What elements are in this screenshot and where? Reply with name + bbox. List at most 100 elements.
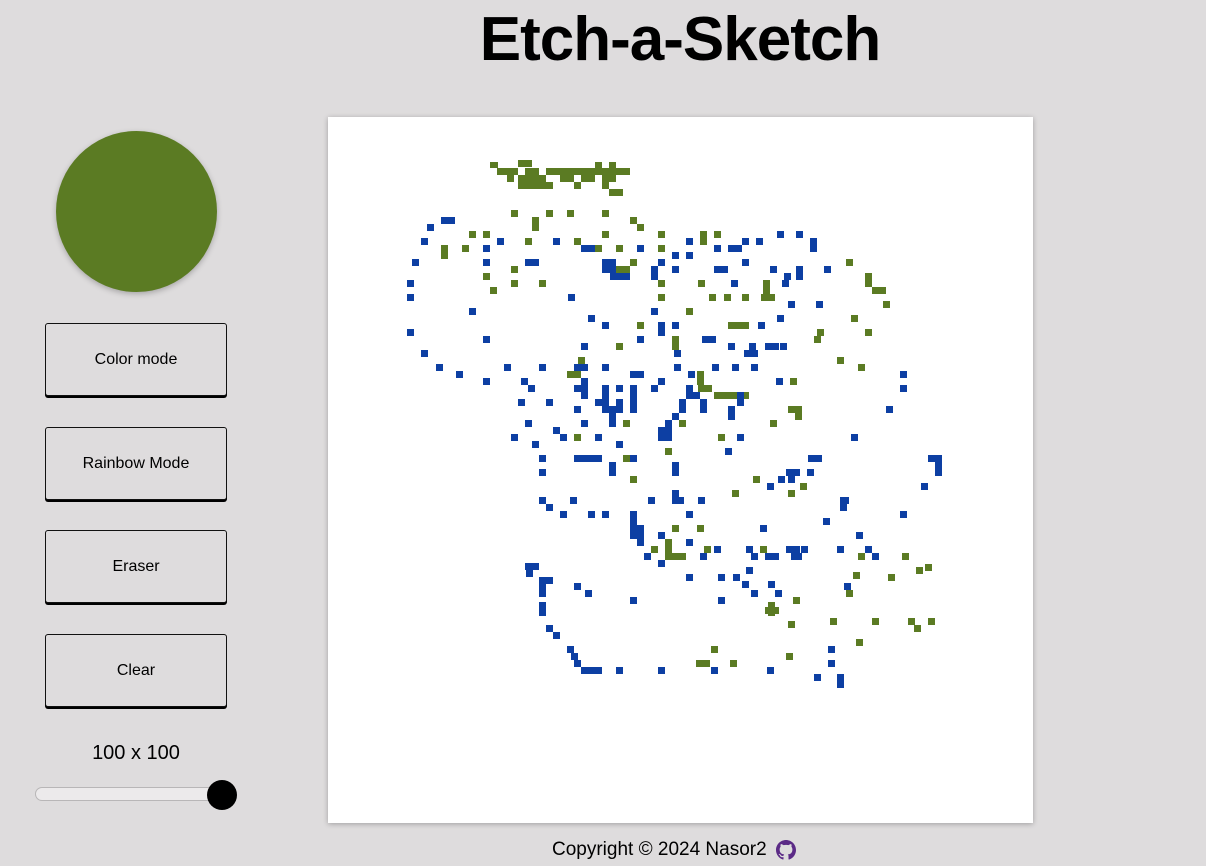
sketch-pixel bbox=[483, 245, 490, 252]
sketch-pixel bbox=[574, 455, 602, 462]
sketch-pixel bbox=[728, 245, 742, 252]
sketch-pixel bbox=[856, 639, 863, 646]
sketch-pixel bbox=[581, 245, 588, 252]
sketch-pixel bbox=[567, 646, 574, 653]
sketch-pixel bbox=[865, 273, 872, 287]
sketch-pixel bbox=[824, 266, 831, 273]
sketch-pixel bbox=[795, 553, 802, 560]
sketch-pixel bbox=[483, 231, 490, 238]
color-picker-swatch[interactable] bbox=[56, 131, 217, 292]
grid-size-label: 100 x 100 bbox=[92, 742, 180, 764]
sketch-pixel bbox=[521, 378, 528, 385]
github-icon[interactable] bbox=[775, 840, 796, 860]
sketch-pixel bbox=[602, 210, 609, 217]
sketch-pixel bbox=[421, 350, 428, 357]
sketch-pixel bbox=[888, 574, 895, 581]
sketch-pixel bbox=[581, 420, 588, 427]
sketch-pixel bbox=[872, 287, 886, 294]
sketch-pixel bbox=[623, 420, 630, 427]
sketch-pixel bbox=[808, 455, 822, 462]
sketch-pixel bbox=[630, 217, 637, 224]
sketch-pixel bbox=[786, 653, 793, 660]
sketch-pixel bbox=[441, 245, 448, 259]
sketch-pixel bbox=[581, 175, 595, 182]
sketch-pixel bbox=[637, 224, 644, 231]
sketch-pixel bbox=[837, 357, 844, 364]
sketch-pixel bbox=[814, 674, 821, 681]
sketch-pixel bbox=[844, 583, 851, 590]
sketch-pixel bbox=[595, 434, 602, 441]
sketch-pixel bbox=[796, 231, 803, 238]
sketch-pixel bbox=[651, 385, 658, 392]
sketch-pixel bbox=[546, 504, 553, 511]
sketch-pixel bbox=[686, 308, 693, 315]
sketch-canvas[interactable] bbox=[328, 117, 1033, 823]
sketch-pixel bbox=[730, 660, 737, 667]
sketch-pixel bbox=[602, 385, 609, 399]
rainbow-mode-button[interactable]: Rainbow Mode bbox=[45, 427, 227, 500]
sketch-pixel bbox=[665, 448, 672, 455]
sketch-pixel bbox=[651, 308, 658, 315]
sketch-pixel bbox=[698, 385, 712, 392]
sketch-pixel bbox=[928, 618, 935, 625]
sketch-pixel bbox=[616, 273, 630, 280]
sketch-pixel bbox=[688, 371, 695, 378]
sketch-pixel bbox=[807, 469, 814, 476]
sketch-pixel bbox=[651, 546, 658, 553]
sketch-pixel bbox=[511, 280, 518, 287]
sketch-pixel bbox=[776, 378, 783, 385]
sketch-pixel bbox=[441, 217, 455, 224]
sketch-pixel bbox=[828, 646, 835, 653]
sketch-pixel bbox=[610, 273, 617, 280]
sketch-pixel bbox=[900, 511, 907, 518]
sketch-pixel bbox=[767, 483, 774, 490]
sketch-pixel bbox=[560, 434, 567, 441]
sketch-pixel bbox=[511, 434, 518, 441]
sketch-pixel bbox=[532, 441, 539, 448]
sketch-pixel bbox=[714, 231, 721, 238]
sketch-pixel bbox=[490, 287, 497, 294]
eraser-button[interactable]: Eraser bbox=[45, 530, 227, 603]
sketch-pixel bbox=[616, 667, 623, 674]
grid-size-slider[interactable] bbox=[35, 787, 235, 801]
sketch-pixel bbox=[698, 497, 705, 504]
sketch-pixel bbox=[658, 560, 665, 567]
sketch-pixel bbox=[900, 385, 907, 392]
sketch-pixel bbox=[672, 553, 679, 560]
sketch-pixel bbox=[630, 385, 637, 399]
color-mode-button[interactable]: Color mode bbox=[45, 323, 227, 396]
sketch-pixel bbox=[588, 511, 595, 518]
sketch-pixel bbox=[585, 590, 592, 597]
sketch-pixel bbox=[686, 574, 693, 581]
grid-size-slider-thumb[interactable] bbox=[207, 780, 237, 810]
sketch-pixel bbox=[737, 392, 744, 406]
sketch-pixel bbox=[616, 441, 623, 448]
sketch-pixel bbox=[858, 553, 865, 560]
sketch-pixel bbox=[686, 392, 693, 399]
sketch-pixel bbox=[602, 168, 616, 175]
sketch-pixel bbox=[925, 564, 932, 571]
sketch-pixel bbox=[777, 315, 784, 322]
sketch-pixel bbox=[609, 413, 616, 427]
sketch-pixel bbox=[574, 434, 581, 441]
sketch-pixel bbox=[665, 420, 672, 427]
sketch-pixel bbox=[658, 427, 672, 434]
sketch-pixel bbox=[648, 497, 655, 504]
sketch-pixel bbox=[712, 364, 719, 371]
sketch-pixel bbox=[504, 364, 511, 371]
sketch-pixel bbox=[637, 539, 644, 546]
sketch-pixel bbox=[935, 462, 942, 476]
sketch-pixel bbox=[746, 546, 753, 553]
sketch-pixel bbox=[616, 266, 630, 273]
sketch-pixel bbox=[651, 266, 658, 280]
clear-button[interactable]: Clear bbox=[45, 634, 227, 707]
sketch-pixel bbox=[709, 294, 716, 301]
sketch-pixel bbox=[567, 168, 588, 175]
sketch-pixel bbox=[630, 476, 637, 483]
sketch-board[interactable] bbox=[328, 117, 1033, 823]
sketch-pixel bbox=[796, 266, 803, 273]
sketch-pixel bbox=[784, 273, 791, 280]
sketch-pixel bbox=[630, 259, 637, 266]
copyright-text: Copyright © 2024 Nasor2 bbox=[552, 839, 767, 860]
sketch-pixel bbox=[751, 590, 758, 597]
